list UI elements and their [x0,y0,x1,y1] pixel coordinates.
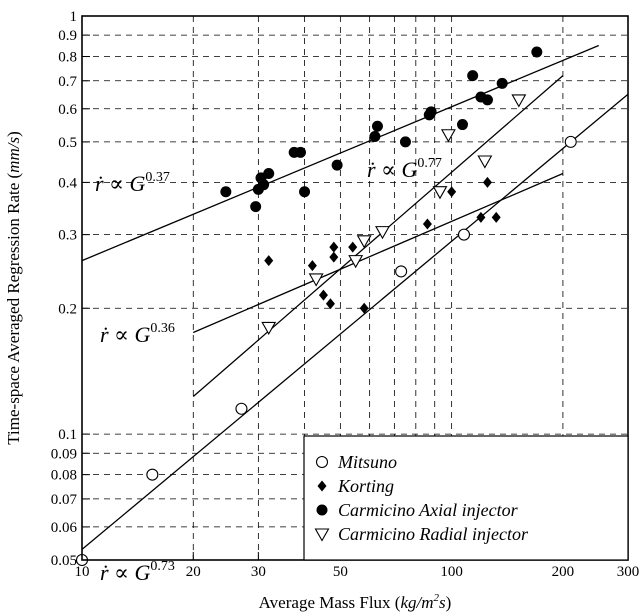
data-point [146,468,159,481]
data-point [496,77,508,89]
fit-label-077: ṙ ∝ G0.77 [367,156,442,182]
legend-marker [316,504,328,516]
y-tick-label: 0.6 [58,102,77,118]
data-point [511,94,527,108]
fit-label-036: ṙ ∝ G0.36 [100,321,175,347]
y-tick-label: 0.05 [51,553,77,569]
fit-line [81,93,629,550]
data-point [481,94,493,106]
x-tick-label: 100 [440,564,463,580]
data-point [422,218,432,230]
legend-marker [315,455,329,469]
x-tick-label: 300 [617,564,640,580]
y-tick-label: 0.3 [58,228,77,244]
y-tick-label: 1 [70,9,78,25]
data-point [250,201,262,213]
y-tick-label: 0.1 [58,427,77,443]
legend-marker [314,528,330,542]
data-point [325,298,335,310]
data-point [318,289,328,301]
data-point [294,146,306,158]
data-point [375,226,390,240]
x-axis-title: Average Mass Flux (kg/m2s) [259,592,452,612]
data-point [476,211,486,223]
y-tick-label: 0.5 [58,135,77,151]
x-tick-label: 50 [333,564,348,580]
y-tick-label: 0.4 [58,175,77,191]
data-point [299,186,311,198]
data-point [457,228,471,241]
x-tick-label: 20 [186,564,201,580]
y-tick-label: 0.09 [51,446,77,462]
data-point [467,70,479,82]
fit-label-073: ṙ ∝ G0.73 [100,559,175,585]
legend-label-carmicino-axial: Carmicino Axial injector [338,500,519,520]
fit-line [81,44,599,262]
y-tick-label: 0.9 [58,28,77,44]
data-point [263,168,275,180]
data-point [258,179,270,191]
data-point [308,273,324,287]
data-point [329,251,339,263]
data-point [371,120,383,132]
legend-label-mitsuno: Mitsuno [337,452,397,472]
data-points [75,46,577,567]
data-point [348,241,358,253]
legend-marker [317,480,327,492]
data-point [356,235,372,249]
data-point [331,159,343,171]
fit-line [193,172,564,334]
legend-box [303,435,629,561]
y-tick-label: 0.2 [58,301,77,317]
data-point [491,211,501,223]
data-point [456,119,468,131]
data-point [531,46,543,58]
y-tick-label: 0.06 [51,520,78,536]
x-tick-label: 10 [75,564,90,580]
data-point [329,241,339,253]
y-tick-label: 0.07 [51,492,78,508]
legend-label-carmicino-radial: Carmicino Radial injector [338,524,529,544]
x-tick-label: 200 [552,564,575,580]
data-point [395,265,408,278]
data-point [482,176,492,188]
fit-label-037: ṙ ∝ G0.37 [95,170,170,196]
data-point [359,302,369,314]
legend-label-korting: Korting [337,476,394,496]
axis-ticks: 10 20 30 50 100 200 300 0.05 0.06 0.07 0.08 0.09 0.1… [51,9,640,580]
y-tick-label: 0.8 [58,50,77,66]
y-axis-title: Time-space Averaged Regression Rate (mm/… [4,131,23,445]
data-point [261,321,277,336]
legend: Mitsuno Korting Carmicino Axial injector… [303,435,629,561]
data-point [564,135,577,148]
data-point [477,155,493,169]
data-point [447,186,457,198]
x-tick-label: 30 [251,564,266,580]
legend-markers [314,455,330,542]
y-tick-label: 0.7 [58,74,77,90]
data-point [264,255,274,267]
fit-lines [81,44,629,550]
data-point [432,186,448,200]
fit-line [192,75,564,398]
y-tick-label: 0.08 [51,468,77,484]
data-point [399,136,411,148]
data-point [440,129,456,143]
data-point [348,255,364,269]
fit-annotations: ṙ ∝ G0.37 ṙ ∝ G0.36 ṙ ∝ G0.77 ṙ ∝ G0.73 [95,156,442,585]
data-point [425,106,437,118]
data-point [369,131,381,143]
data-point [235,402,248,415]
data-point [220,186,232,198]
data-point [307,260,317,272]
